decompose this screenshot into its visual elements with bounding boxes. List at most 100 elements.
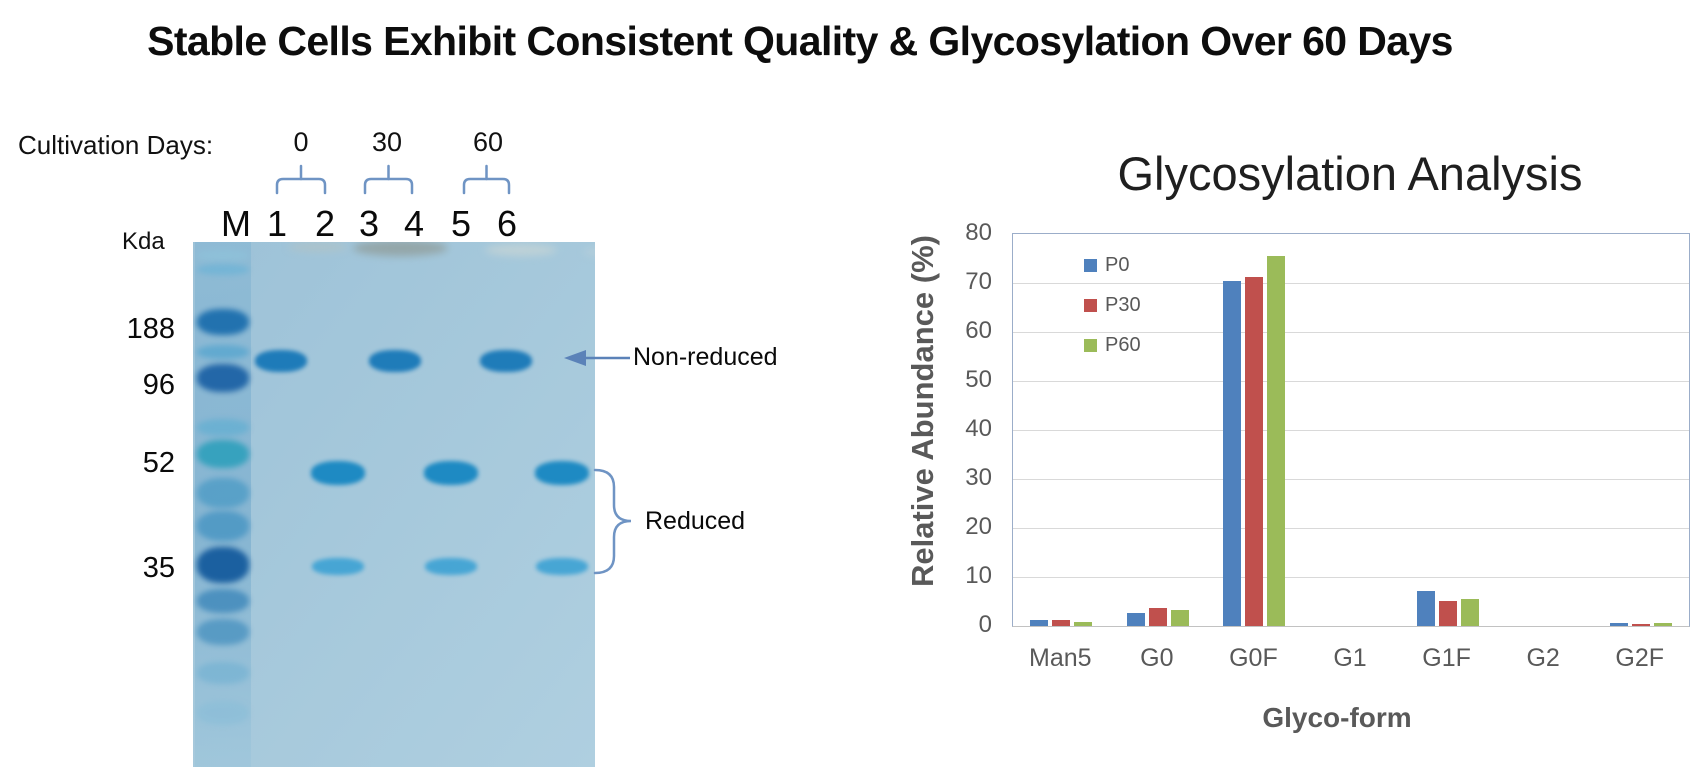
- legend-label-P30: P30: [1105, 294, 1141, 316]
- heavy-chain-band-lane-4: [424, 461, 478, 485]
- bar-P0-G0: [1126, 612, 1145, 626]
- category-label-G2: G2: [1526, 644, 1560, 672]
- category-label-G1F: G1F: [1422, 644, 1471, 672]
- chart-title: Glycosylation Analysis: [1117, 147, 1583, 200]
- light-chain-band-lane-6: [536, 558, 588, 575]
- bar-P30-G0F: [1245, 276, 1264, 626]
- bar-P30-G1F: [1438, 601, 1457, 626]
- y-tick-40: 40: [965, 415, 992, 442]
- gridline-10: [1013, 576, 1689, 578]
- x-axis-title: Glyco-form: [1262, 702, 1412, 733]
- gel-well-smudge: [353, 242, 448, 256]
- y-tick-0: 0: [978, 611, 992, 638]
- legend-label-P60: P60: [1105, 334, 1141, 356]
- mw-label-52: 52: [142, 447, 175, 479]
- gel-well-smudge: [288, 242, 348, 252]
- gel-well-smudge: [485, 244, 557, 256]
- lane-label-M: M: [221, 203, 251, 244]
- non-reduced-label: Non-reduced: [633, 343, 778, 371]
- lane-label-3: 3: [358, 203, 380, 244]
- category-label-G0: G0: [1140, 644, 1174, 672]
- lane-label-6: 6: [496, 203, 518, 244]
- y-tick-30: 30: [965, 464, 992, 491]
- gridline-60: [1013, 331, 1689, 333]
- light-chain-band-lane-2: [312, 558, 364, 575]
- lane-label-5: 5: [450, 203, 472, 244]
- y-tick-70: 70: [965, 268, 992, 295]
- gridline-50: [1013, 380, 1689, 382]
- mw-label-188: 188: [126, 313, 175, 345]
- marker-band: [197, 250, 249, 261]
- day-label: 60: [472, 127, 504, 157]
- day-bracket: [275, 177, 327, 195]
- bar-P30-G0: [1148, 608, 1167, 626]
- reduced-brace: [593, 468, 632, 575]
- gridline-30: [1013, 478, 1689, 480]
- bar-P60-G1F: [1460, 598, 1479, 626]
- lane-label-1: 1: [266, 203, 288, 244]
- gridline-40: [1013, 429, 1689, 431]
- light-chain-band-lane-4: [425, 558, 477, 575]
- non-reduced-band-lane-3: [369, 350, 421, 372]
- non-reduced-band-lane-1: [255, 350, 307, 372]
- legend-swatch-P0: [1084, 259, 1097, 272]
- cultivation-days-label: Cultivation Days:: [18, 130, 214, 160]
- y-tick-60: 60: [965, 317, 992, 344]
- mw-label-96: 96: [142, 369, 175, 401]
- sds-page-gel-image: [193, 242, 595, 767]
- category-label-G0F: G0F: [1229, 644, 1278, 672]
- legend-entry-P30: P30: [1084, 294, 1141, 317]
- day-bracket: [363, 177, 414, 195]
- gridline-70: [1013, 282, 1689, 284]
- lane-label-4: 4: [403, 203, 425, 244]
- mw-label-35: 35: [142, 552, 175, 584]
- legend-swatch-P30: [1084, 299, 1097, 312]
- y-tick-10: 10: [965, 562, 992, 589]
- marker-band: [197, 701, 249, 725]
- marker-band: [197, 478, 249, 508]
- marker-band: [197, 440, 249, 468]
- category-label-G2F: G2F: [1615, 644, 1665, 672]
- bar-P60-G0F: [1267, 256, 1286, 626]
- kda-unit-label: Kda: [122, 228, 165, 255]
- gridline-20: [1013, 527, 1689, 529]
- bar-P60-Man5: [1074, 621, 1093, 626]
- bar-P30-Man5: [1052, 620, 1071, 626]
- bar-P0-G1F: [1416, 590, 1435, 626]
- bar-P0-G2F: [1609, 622, 1628, 626]
- bar-P60-G0: [1170, 609, 1189, 626]
- bar-P30-G2F: [1631, 624, 1650, 626]
- bar-P0-Man5: [1030, 620, 1049, 626]
- marker-band: [197, 419, 249, 436]
- marker-band: [197, 511, 249, 541]
- legend-entry-P60: P60: [1084, 334, 1141, 357]
- y-tick-50: 50: [965, 366, 992, 393]
- heavy-chain-band-lane-2: [311, 461, 365, 485]
- plot-area: P0 P30 P60: [1012, 233, 1690, 627]
- legend-swatch-P60: [1084, 339, 1097, 352]
- gel-well-smudge: [583, 248, 595, 256]
- marker-band: [197, 619, 249, 645]
- marker-band: [197, 547, 249, 583]
- category-label-G1: G1: [1333, 644, 1367, 672]
- day-bracket: [462, 177, 511, 195]
- heavy-chain-band-lane-6: [535, 461, 589, 485]
- lane-label-2: 2: [314, 203, 336, 244]
- slide-title: Stable Cells Exhibit Consistent Quality …: [147, 18, 1453, 64]
- marker-band: [197, 264, 249, 275]
- legend-label-P0: P0: [1105, 254, 1130, 276]
- marker-band: [197, 364, 249, 392]
- day-label: 0: [293, 127, 309, 157]
- legend-entry-P0: P0: [1084, 254, 1129, 277]
- y-tick-20: 20: [965, 513, 992, 540]
- bar-P60-G2F: [1653, 623, 1672, 626]
- y-tick-80: 80: [965, 219, 992, 246]
- marker-band: [197, 589, 249, 613]
- marker-band: [197, 309, 249, 335]
- non-reduced-band-lane-5: [480, 350, 532, 372]
- marker-band: [197, 345, 249, 359]
- reduced-label: Reduced: [645, 507, 746, 535]
- category-label-Man5: Man5: [1029, 644, 1092, 672]
- bar-P0-G0F: [1223, 280, 1242, 626]
